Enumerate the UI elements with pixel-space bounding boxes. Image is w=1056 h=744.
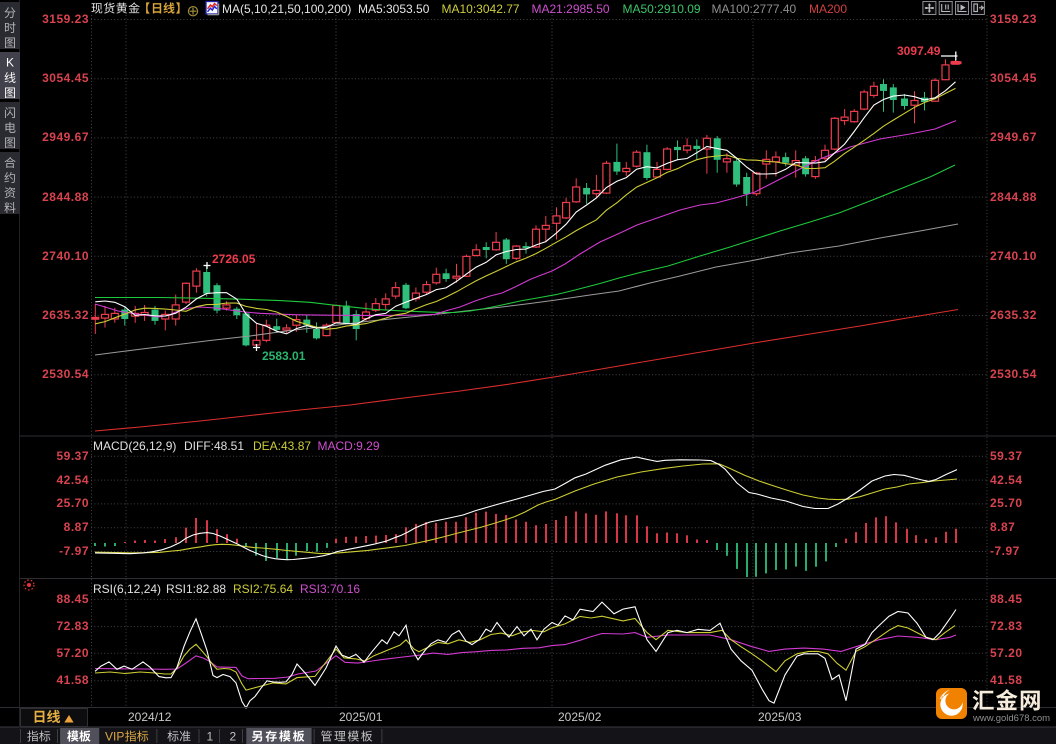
- svg-text:2: 2: [230, 730, 237, 744]
- svg-text:1: 1: [207, 730, 214, 744]
- svg-text:VIP: VIP: [105, 730, 124, 744]
- svg-text:K: K: [6, 56, 14, 70]
